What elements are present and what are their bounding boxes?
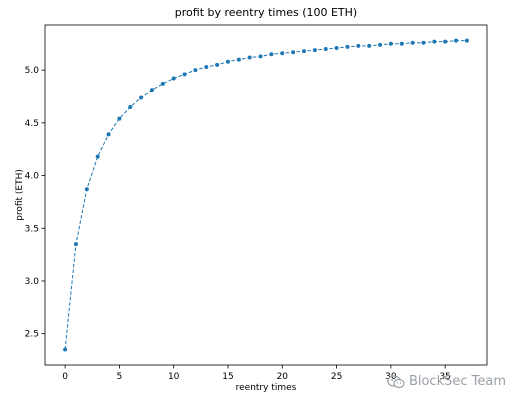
x-tick-label: 10: [168, 372, 180, 382]
data-point: [464, 38, 469, 43]
data-point: [388, 41, 393, 46]
data-point: [399, 41, 404, 46]
y-tick-label: 3.0: [25, 277, 40, 287]
y-axis-label: profit (ETH): [15, 169, 25, 221]
y-tick-label: 5.0: [25, 66, 40, 76]
plot-frame: [44, 24, 488, 366]
series-line: [64, 40, 467, 350]
data-point: [73, 242, 78, 247]
y-tick-label: 2.5: [25, 330, 39, 340]
data-point: [367, 43, 372, 48]
x-tick-label: 5: [117, 372, 123, 382]
data-point: [247, 55, 252, 60]
data-point: [454, 38, 459, 43]
data-point: [139, 95, 144, 100]
data-point: [302, 49, 307, 54]
chart-title: profit by reentry times (100 ETH): [175, 6, 357, 19]
wechat-icon: [387, 374, 405, 388]
data-point: [356, 43, 361, 48]
data-point: [128, 105, 133, 110]
data-point: [421, 40, 426, 45]
data-point: [204, 64, 209, 69]
x-tick-label: 30: [385, 372, 397, 382]
data-point: [215, 62, 220, 67]
data-point: [95, 154, 100, 159]
watermark: BlockSec Team: [387, 374, 506, 389]
data-point: [312, 48, 317, 53]
data-point: [443, 39, 448, 44]
data-point: [345, 44, 350, 49]
data-point: [334, 45, 339, 50]
data-point: [84, 187, 89, 192]
data-point: [410, 40, 415, 45]
data-point: [432, 39, 437, 44]
x-axis-label: reentry times: [236, 383, 297, 393]
data-point: [171, 76, 176, 81]
x-tick-label: 35: [439, 372, 450, 382]
data-point: [291, 50, 296, 55]
data-point: [193, 68, 198, 73]
x-tick-label: 15: [222, 372, 233, 382]
y-tick-label: 3.5: [25, 224, 39, 234]
data-point: [225, 59, 230, 64]
data-point: [269, 52, 274, 57]
y-tick-label: 4.5: [25, 119, 39, 129]
data-point: [182, 72, 187, 77]
x-tick-label: 25: [331, 372, 342, 382]
data-point: [258, 54, 263, 59]
x-tick-label: 0: [62, 372, 68, 382]
data-point: [280, 51, 285, 56]
data-point: [160, 81, 165, 86]
y-tick-label: 4.0: [25, 172, 40, 182]
data-point: [117, 116, 122, 121]
data-point: [323, 47, 328, 52]
data-point: [236, 57, 241, 62]
data-point: [63, 347, 68, 352]
data-point: [149, 88, 154, 93]
x-tick-label: 20: [277, 372, 289, 382]
data-point: [106, 132, 111, 137]
data-point: [378, 42, 383, 47]
watermark-text: BlockSec Team: [408, 374, 506, 389]
